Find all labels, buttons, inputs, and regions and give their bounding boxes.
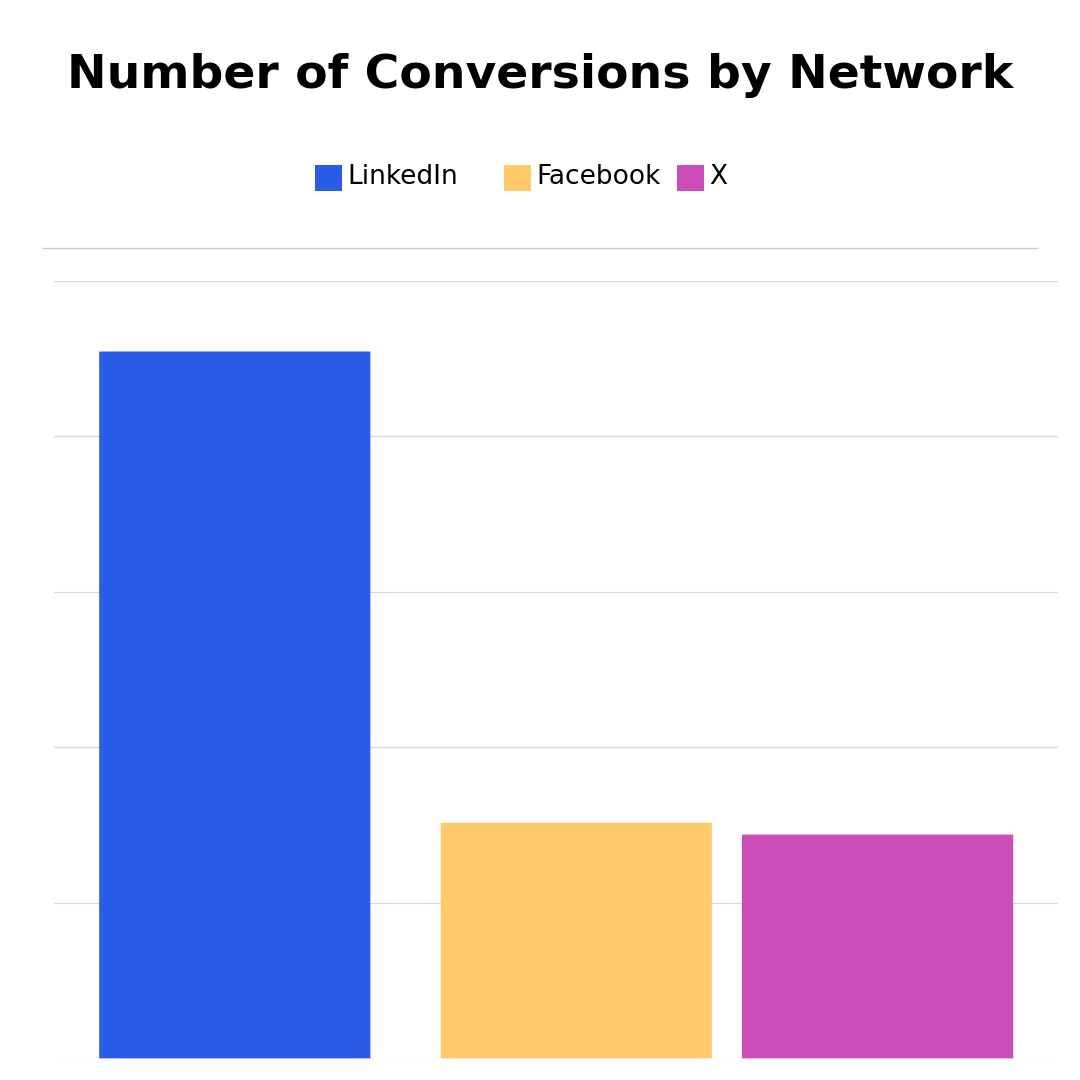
FancyBboxPatch shape (742, 835, 1013, 1058)
Text: Number of Conversions by Network: Number of Conversions by Network (67, 53, 1013, 98)
FancyBboxPatch shape (99, 351, 370, 1058)
Text: LinkedIn: LinkedIn (348, 164, 459, 190)
Text: X: X (710, 164, 728, 190)
Text: Facebook: Facebook (537, 164, 661, 190)
FancyBboxPatch shape (441, 823, 712, 1058)
